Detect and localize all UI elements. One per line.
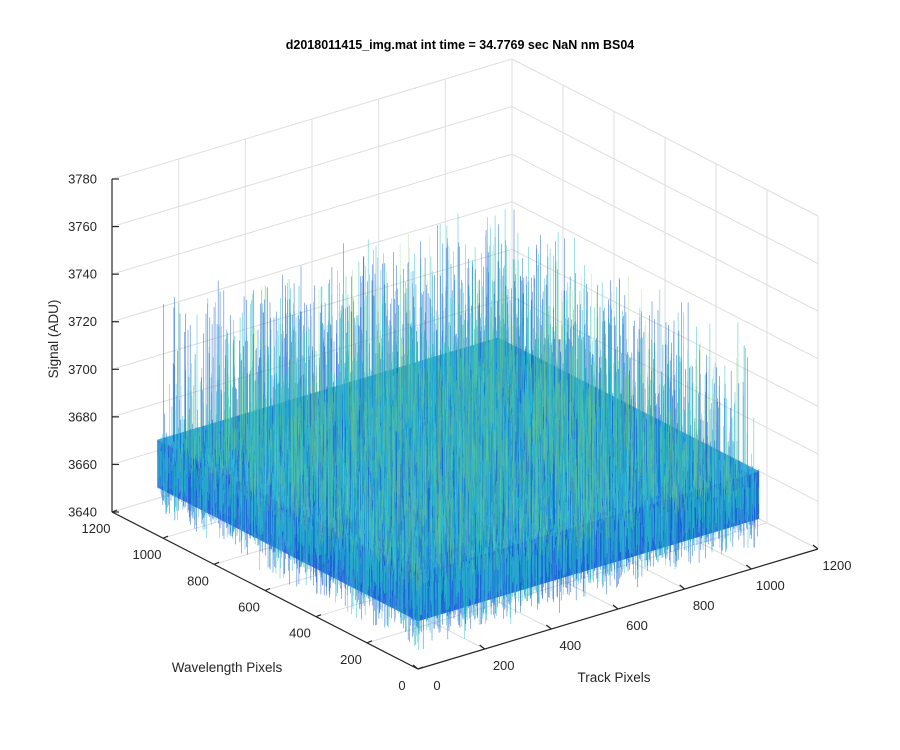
y-tick-mark — [213, 561, 220, 565]
x-tick-mark — [479, 644, 486, 650]
chart-title: d2018011415_img.mat int time = 34.7769 s… — [286, 38, 635, 52]
z-tick-label: 3640 — [68, 505, 97, 520]
surface-spikes-peak — [180, 234, 744, 597]
y-tick-mark — [417, 666, 424, 670]
z-tick-label: 3700 — [68, 362, 97, 377]
axes — [111, 178, 819, 670]
x-tick-mark — [679, 584, 686, 590]
x-tick-mark — [812, 544, 819, 550]
x-tick-mark — [612, 604, 619, 610]
x-tick-mark — [412, 664, 419, 670]
x-tick-mark — [545, 624, 552, 630]
tick-labels: 3640 3660 3680 3700 3720 3740 3760 3780 0 200 400 6… — [68, 172, 851, 694]
y-tick-mark — [366, 640, 373, 644]
y-tick-mark — [315, 614, 322, 618]
x-tick-label: 400 — [559, 638, 581, 653]
x-tick-mark — [745, 564, 752, 570]
z-tick-label: 3740 — [68, 267, 97, 282]
y-tick-label: 600 — [238, 600, 260, 615]
z-tick-label: 3760 — [68, 219, 97, 234]
x-tick-label: 1200 — [823, 558, 852, 573]
z-tick-label: 3680 — [68, 409, 97, 424]
grid-line-z — [111, 106, 819, 265]
x-tick-label: 0 — [433, 678, 440, 693]
z-tick-label: 3720 — [68, 314, 97, 329]
z-axis-label: Signal (ADU) — [46, 300, 61, 379]
y-tick-mark — [162, 535, 169, 539]
y-tick-mark — [111, 509, 118, 513]
z-tick-label: 3780 — [68, 172, 97, 187]
x-tick-label: 1000 — [756, 578, 785, 593]
x-axis-label: Track Pixels — [577, 670, 650, 685]
y-tick-mark — [264, 587, 271, 592]
x-tick-label: 800 — [693, 598, 715, 613]
y-tick-label: 1000 — [133, 547, 162, 562]
y-tick-label: 1200 — [82, 521, 111, 536]
x-tick-label: 600 — [626, 618, 648, 633]
y-axis-label: Wavelength Pixels — [172, 660, 283, 675]
z-tick-label: 3660 — [68, 457, 97, 472]
signal-surface — [157, 209, 760, 650]
y-tick-label: 200 — [340, 652, 362, 667]
y-tick-label: 800 — [187, 573, 209, 588]
x-tick-label: 200 — [493, 658, 515, 673]
y-tick-label: 400 — [289, 626, 311, 641]
grid-line-z — [111, 58, 819, 217]
y-tick-label: 0 — [398, 678, 405, 693]
